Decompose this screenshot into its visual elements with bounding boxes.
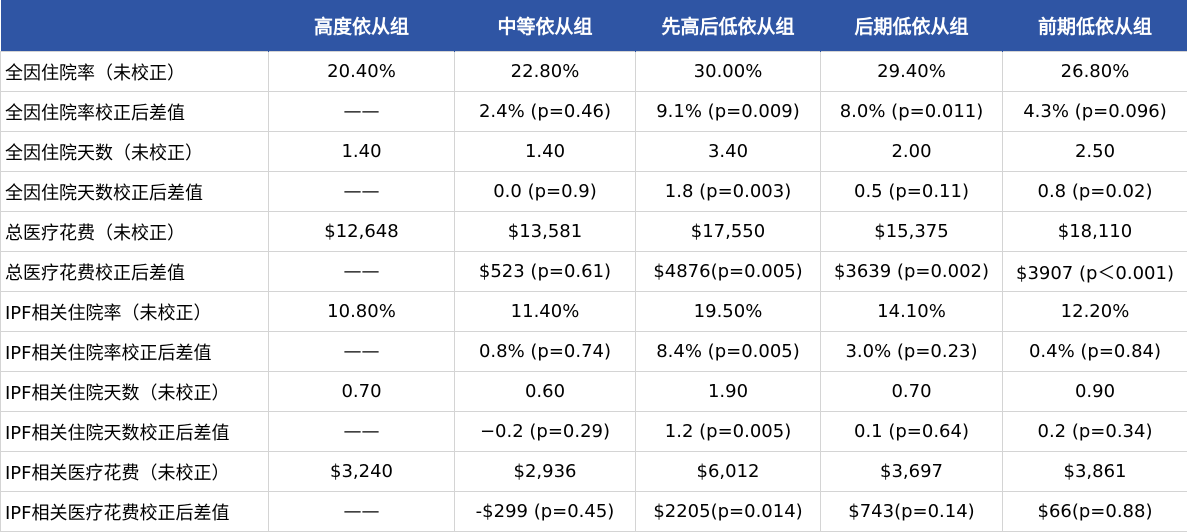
table-row: 全因住院率（未校正）20.40%22.80%30.00%29.40%26.80% bbox=[1, 52, 1187, 92]
data-cell: 14.10% bbox=[821, 292, 1003, 332]
table-row: IPF相关住院天数校正后差值——−0.2 (p=0.29)1.2 (p=0.00… bbox=[1, 412, 1187, 452]
data-cell: 3.40 bbox=[636, 132, 821, 172]
data-cell: $3,697 bbox=[821, 452, 1003, 492]
data-cell: 2.50 bbox=[1003, 132, 1187, 172]
data-cell: $17,550 bbox=[636, 212, 821, 252]
data-cell: 30.00% bbox=[636, 52, 821, 92]
data-cell: —— bbox=[269, 92, 455, 132]
data-cell: 0.70 bbox=[269, 372, 455, 412]
data-cell: 19.50% bbox=[636, 292, 821, 332]
data-cell: -$299 (p=0.45) bbox=[455, 492, 636, 532]
data-cell: $3907 (p＜0.001) bbox=[1003, 252, 1187, 292]
row-label-cell: 全因住院率（未校正） bbox=[1, 52, 269, 92]
row-label-cell: IPF相关住院率校正后差值 bbox=[1, 332, 269, 372]
data-cell: 8.0% (p=0.011) bbox=[821, 92, 1003, 132]
data-cell: $4876(p=0.005) bbox=[636, 252, 821, 292]
data-cell: 0.8 (p=0.02) bbox=[1003, 172, 1187, 212]
table-row: 全因住院率校正后差值——2.4% (p=0.46)9.1% (p=0.009)8… bbox=[1, 92, 1187, 132]
data-cell: —— bbox=[269, 252, 455, 292]
data-cell: —— bbox=[269, 172, 455, 212]
data-cell: 0.4% (p=0.84) bbox=[1003, 332, 1187, 372]
data-cell: 0.60 bbox=[455, 372, 636, 412]
header-cell-moderate-adherence: 中等依从组 bbox=[455, 0, 636, 52]
header-cell-high-then-low: 先高后低依从组 bbox=[636, 0, 821, 52]
data-cell: $15,375 bbox=[821, 212, 1003, 252]
data-cell: $523 (p=0.61) bbox=[455, 252, 636, 292]
data-cell: 26.80% bbox=[1003, 52, 1187, 92]
data-cell: $66(p=0.88) bbox=[1003, 492, 1187, 532]
row-label-cell: 总医疗花费校正后差值 bbox=[1, 252, 269, 292]
data-cell: 0.0 (p=0.9) bbox=[455, 172, 636, 212]
data-cell: $6,012 bbox=[636, 452, 821, 492]
data-cell: $12,648 bbox=[269, 212, 455, 252]
table-row: IPF相关住院率（未校正）10.80%11.40%19.50%14.10%12.… bbox=[1, 292, 1187, 332]
header-cell-blank bbox=[1, 0, 269, 52]
data-cell: 3.0% (p=0.23) bbox=[821, 332, 1003, 372]
data-cell: 1.40 bbox=[455, 132, 636, 172]
data-cell: 12.20% bbox=[1003, 292, 1187, 332]
row-label-cell: 全因住院率校正后差值 bbox=[1, 92, 269, 132]
data-cell: —— bbox=[269, 412, 455, 452]
table-row: 全因住院天数校正后差值——0.0 (p=0.9)1.8 (p=0.003)0.5… bbox=[1, 172, 1187, 212]
header-cell-high-adherence: 高度依从组 bbox=[269, 0, 455, 52]
table-header: 高度依从组 中等依从组 先高后低依从组 后期低依从组 前期低依从组 bbox=[1, 0, 1187, 52]
row-label-cell: IPF相关住院天数校正后差值 bbox=[1, 412, 269, 452]
data-cell: 29.40% bbox=[821, 52, 1003, 92]
data-cell: 0.90 bbox=[1003, 372, 1187, 412]
data-cell: 10.80% bbox=[269, 292, 455, 332]
data-cell: 4.3% (p=0.096) bbox=[1003, 92, 1187, 132]
data-cell: 0.2 (p=0.34) bbox=[1003, 412, 1187, 452]
data-cell: 0.70 bbox=[821, 372, 1003, 412]
header-cell-late-low: 后期低依从组 bbox=[821, 0, 1003, 52]
data-cell: $743(p=0.14) bbox=[821, 492, 1003, 532]
table-row: IPF相关医疗花费（未校正）$3,240$2,936$6,012$3,697$3… bbox=[1, 452, 1187, 492]
data-cell: $2,936 bbox=[455, 452, 636, 492]
data-cell: 20.40% bbox=[269, 52, 455, 92]
data-cell: $3,861 bbox=[1003, 452, 1187, 492]
data-cell: —— bbox=[269, 332, 455, 372]
data-cell: $18,110 bbox=[1003, 212, 1187, 252]
row-label-cell: IPF相关医疗花费校正后差值 bbox=[1, 492, 269, 532]
data-cell: 1.2 (p=0.005) bbox=[636, 412, 821, 452]
table-row: IPF相关住院率校正后差值——0.8% (p=0.74)8.4% (p=0.00… bbox=[1, 332, 1187, 372]
data-cell: 1.40 bbox=[269, 132, 455, 172]
data-cell: 2.00 bbox=[821, 132, 1003, 172]
row-label-cell: 全因住院天数（未校正） bbox=[1, 132, 269, 172]
table-row: 总医疗花费校正后差值——$523 (p=0.61)$4876(p=0.005)$… bbox=[1, 252, 1187, 292]
row-label-cell: 全因住院天数校正后差值 bbox=[1, 172, 269, 212]
data-cell: $3639 (p=0.002) bbox=[821, 252, 1003, 292]
data-cell: 22.80% bbox=[455, 52, 636, 92]
row-label-cell: IPF相关住院天数（未校正） bbox=[1, 372, 269, 412]
data-cell: −0.2 (p=0.29) bbox=[455, 412, 636, 452]
data-cell: $13,581 bbox=[455, 212, 636, 252]
row-label-cell: IPF相关医疗花费（未校正） bbox=[1, 452, 269, 492]
data-cell: 1.8 (p=0.003) bbox=[636, 172, 821, 212]
data-cell: 0.8% (p=0.74) bbox=[455, 332, 636, 372]
table-row: IPF相关医疗花费校正后差值——-$299 (p=0.45)$2205(p=0.… bbox=[1, 492, 1187, 532]
data-cell: $2205(p=0.014) bbox=[636, 492, 821, 532]
table-body: 全因住院率（未校正）20.40%22.80%30.00%29.40%26.80%… bbox=[1, 52, 1187, 532]
data-cell: 8.4% (p=0.005) bbox=[636, 332, 821, 372]
data-cell: 9.1% (p=0.009) bbox=[636, 92, 821, 132]
header-row: 高度依从组 中等依从组 先高后低依从组 后期低依从组 前期低依从组 bbox=[1, 0, 1187, 52]
table-row: 总医疗花费（未校正）$12,648$13,581$17,550$15,375$1… bbox=[1, 212, 1187, 252]
data-cell: 0.5 (p=0.11) bbox=[821, 172, 1003, 212]
data-cell: $3,240 bbox=[269, 452, 455, 492]
data-cell: 2.4% (p=0.46) bbox=[455, 92, 636, 132]
row-label-cell: 总医疗花费（未校正） bbox=[1, 212, 269, 252]
header-cell-early-low: 前期低依从组 bbox=[1003, 0, 1187, 52]
data-cell: 11.40% bbox=[455, 292, 636, 332]
data-cell: 0.1 (p=0.64) bbox=[821, 412, 1003, 452]
data-cell: —— bbox=[269, 492, 455, 532]
row-label-cell: IPF相关住院率（未校正） bbox=[1, 292, 269, 332]
data-cell: 1.90 bbox=[636, 372, 821, 412]
